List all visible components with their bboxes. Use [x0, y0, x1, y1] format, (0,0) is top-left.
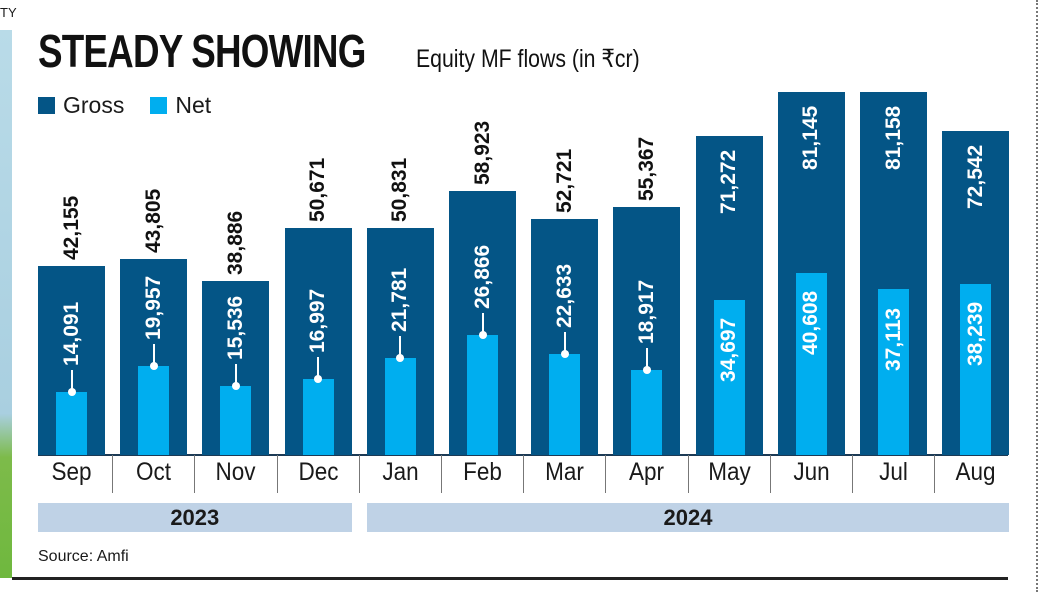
gross-value-label: 81,158: [881, 105, 905, 170]
month-separator: [194, 455, 196, 493]
net-value-label: 18,917: [634, 280, 658, 345]
net-marker-dot: [642, 366, 651, 375]
month-label: Mar: [545, 458, 585, 486]
net-value-label: 16,997: [306, 288, 330, 353]
month-separator: [276, 455, 278, 493]
legend-swatch-gross: [38, 97, 55, 114]
net-value-label: 19,957: [141, 275, 165, 340]
net-value-label: 34,697: [717, 317, 741, 382]
month-separator: [112, 455, 114, 493]
net-marker-stem: [563, 331, 566, 352]
net-marker-dot: [149, 361, 158, 370]
source-note: Source: Amfi: [38, 548, 129, 565]
month-separator: [769, 455, 771, 493]
net-value-label: 40,608: [799, 291, 823, 356]
legend: Gross Net: [38, 92, 237, 119]
year-band-2024: 2024: [366, 503, 1010, 532]
month-separator: [934, 455, 936, 493]
net-marker-stem: [70, 369, 73, 390]
net-marker-stem: [152, 343, 155, 364]
chart-subtitle: Equity MF flows (in ₹cr): [416, 45, 640, 73]
month-separator: [441, 455, 442, 493]
gross-value-label: 71,272: [717, 149, 741, 215]
month-label: Apr: [629, 458, 665, 486]
net-marker-stem: [399, 335, 402, 356]
month-label: Oct: [136, 458, 172, 486]
month-label: Aug: [955, 458, 996, 486]
month-label: Sep: [51, 458, 92, 486]
net-value-label: 37,113: [881, 307, 905, 371]
month-separator: [358, 455, 360, 493]
month-label: Feb: [463, 458, 502, 486]
bottom-rule: [12, 577, 1008, 580]
month-separator: [852, 455, 853, 493]
net-bar: [960, 283, 992, 455]
net-marker-dot: [560, 349, 569, 358]
net-bar: [549, 353, 581, 455]
x-axis-line: [38, 454, 1008, 456]
gross-value-label: 43,805: [141, 188, 165, 254]
gross-value-label: 55,367: [634, 137, 658, 202]
net-bar: [878, 289, 909, 455]
net-marker-dot: [396, 353, 405, 362]
net-marker-dot: [314, 374, 323, 383]
gross-value-label: 38,886: [223, 210, 247, 276]
net-marker-stem: [481, 312, 484, 333]
net-marker-dot: [478, 330, 487, 339]
net-bar: [384, 357, 416, 455]
dotted-divider: [1036, 0, 1038, 592]
net-bar: [220, 385, 252, 455]
chart-title: STEADY SHOWING: [38, 25, 366, 77]
net-bar: [713, 299, 745, 455]
net-marker-stem: [645, 348, 648, 369]
legend-swatch-net: [150, 97, 168, 114]
month-label: Jun: [793, 458, 830, 486]
month-label: Jan: [382, 458, 419, 486]
gross-value-label: 50,671: [306, 158, 330, 223]
gross-value-label: 42,155: [59, 196, 83, 261]
net-bar: [631, 370, 663, 455]
month-label: May: [707, 458, 751, 486]
legend-label-gross: Gross: [63, 92, 125, 118]
gross-value-label: 72,542: [963, 144, 987, 209]
year-band-2023: 2023: [38, 503, 352, 532]
month-separator: [523, 455, 525, 493]
net-value-label: 15,536: [223, 295, 247, 360]
edge-text: TY: [0, 5, 17, 20]
net-value-label: 21,781: [388, 267, 412, 332]
month-separator: [687, 455, 689, 493]
net-marker-stem: [234, 363, 237, 384]
net-bar: [56, 391, 87, 455]
net-marker-dot: [67, 387, 76, 396]
net-value-label: 38,239: [963, 301, 987, 366]
net-value-label: 22,633: [552, 263, 576, 328]
net-marker-dot: [231, 381, 240, 390]
net-value-label: 14,091: [59, 301, 83, 366]
net-bar: [795, 273, 827, 455]
legend-label-net: Net: [175, 92, 212, 118]
month-label: Dec: [298, 458, 339, 486]
net-marker-stem: [317, 356, 320, 377]
net-bar: [302, 378, 334, 455]
month-label: Jul: [879, 458, 908, 486]
adjacent-image-strip: [0, 30, 12, 578]
gross-value-label: 50,831: [388, 157, 412, 222]
net-bar: [138, 365, 170, 455]
month-label: Nov: [215, 458, 256, 486]
gross-value-label: 52,721: [552, 148, 576, 214]
net-bar: [467, 334, 498, 455]
gross-value-label: 58,923: [470, 121, 494, 186]
month-separator: [605, 455, 607, 493]
gross-value-label: 81,145: [799, 105, 823, 171]
net-value-label: 26,866: [470, 244, 494, 309]
